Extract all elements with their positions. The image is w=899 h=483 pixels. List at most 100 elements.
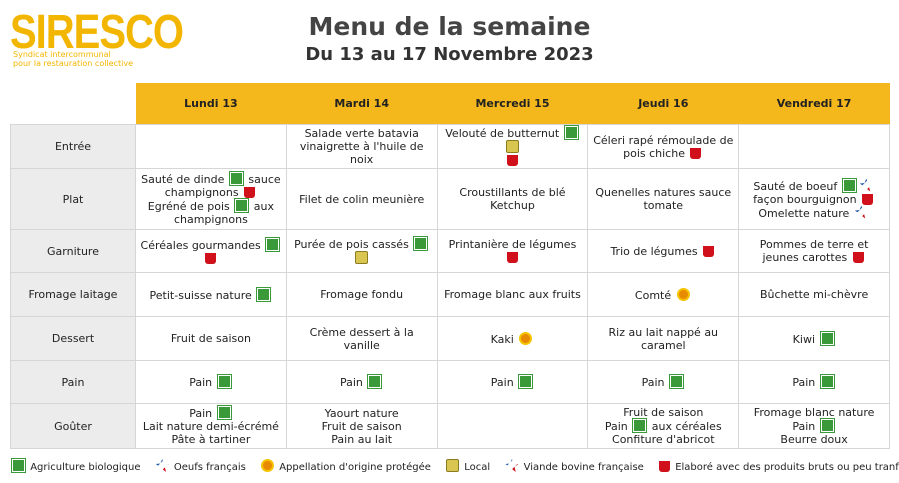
- bio-icon: [367, 374, 383, 389]
- dish: Quenelles natures sauce tomate: [595, 186, 732, 212]
- legend-label: Appellation d'origine protégée: [279, 462, 431, 473]
- local-icon: [446, 459, 460, 472]
- table-cell: Kaki: [436, 316, 589, 361]
- bio-icon: [819, 418, 835, 433]
- menu-table: Lundi 13 Mardi 14 Mercredi 15 Jeudi 16 V…: [10, 83, 890, 449]
- dish: Pain: [792, 420, 816, 433]
- table-cell: Crème dessert à la vanille: [285, 316, 438, 361]
- local-icon: [505, 140, 519, 153]
- beef-icon: [859, 178, 873, 192]
- dish: Sauté de boeuf: [753, 179, 838, 193]
- dish: Omelette nature: [758, 206, 850, 220]
- logo-subtitle: Syndicat intercommunal: [13, 50, 111, 59]
- dish: Céleri rapé rémoulade de pois chiche: [593, 133, 734, 160]
- legend-label: Oeufs français: [173, 462, 246, 473]
- row-label: Garniture: [10, 229, 136, 273]
- day: Lundi 13: [135, 83, 287, 125]
- bio-icon: [228, 171, 244, 186]
- dish: Crème dessert à la vanille: [309, 325, 414, 352]
- table-cell: Fromage blanc nature Pain Beurre doux: [738, 403, 890, 449]
- dish: Céréales gourmandes: [140, 238, 261, 252]
- table-cell: [135, 124, 287, 169]
- dish: Petit-suisse nature: [149, 288, 252, 302]
- table-row: Goûter Pain Lait nature demi-écrémé Pâte …: [10, 403, 890, 449]
- dish: Pâte à tartiner: [171, 433, 251, 446]
- table-cell: Croustillants de blé Ketchup: [436, 168, 589, 230]
- aop-icon: [261, 459, 275, 472]
- table-cell: Bûchette mi-chèvre: [738, 272, 890, 317]
- day: Mercredi 15: [437, 83, 588, 125]
- dish: Pain: [339, 376, 363, 389]
- dish: Kiwi: [792, 332, 815, 346]
- legend-label: Viande bovine française: [523, 462, 644, 473]
- homemade-icon: [506, 155, 518, 166]
- table-cell: [436, 403, 589, 449]
- dish: Pain: [490, 376, 514, 389]
- table-cell: Pain: [436, 360, 589, 404]
- table-cell: Fruit de saison Pain aux céréales Confitur…: [587, 403, 740, 449]
- table-row: Garniture Céréales gourmandes Purée de p…: [10, 229, 890, 273]
- dish: Kaki: [490, 332, 514, 346]
- table-cell: Filet de colin meunière: [285, 168, 438, 230]
- legend-label: Elaboré avec des produits bruts ou peu t…: [675, 462, 899, 473]
- dish: aux champignons: [173, 200, 274, 226]
- table-cell: Céréales gourmandes: [135, 229, 287, 273]
- aop-icon: [676, 287, 690, 301]
- homemade-icon: [506, 252, 518, 263]
- bio-icon: [11, 458, 26, 473]
- table-cell: Pain: [285, 360, 438, 404]
- dish: Pain: [189, 407, 213, 420]
- bio-icon: [256, 286, 272, 302]
- table-cell: Fruit de saison: [135, 316, 287, 361]
- bio-icon: [518, 374, 534, 389]
- table-cell: Sauté de dinde sauce champignons Egréné …: [135, 168, 287, 230]
- table-cell: Pain Lait nature demi-écrémé Pâte à tarti…: [135, 403, 287, 449]
- dish: Pommes de terre et jeunes carottes: [759, 238, 869, 264]
- row-label: Plat: [10, 168, 136, 230]
- table-cell: Pommes de terre et jeunes carottes: [738, 229, 890, 273]
- bio-icon: [669, 374, 684, 389]
- dish: Salade verte batavia vinaigrette à l'hui…: [299, 127, 424, 166]
- bio-icon: [819, 374, 835, 389]
- bio-icon: [216, 374, 232, 389]
- table-row: Dessert Fruit de saison Crème dessert à …: [10, 316, 890, 361]
- table-cell: Fromage fondu: [285, 272, 438, 317]
- dish: façon bourguignon: [753, 192, 857, 206]
- eggs-icon: [854, 205, 868, 219]
- table-cell: Purée de pois cassés: [285, 229, 438, 273]
- dish: Comté: [634, 288, 672, 302]
- legend: Agriculture biologique Oeufs français Ap…: [10, 458, 899, 473]
- dish: Purée de pois cassés: [294, 238, 409, 251]
- table-cell: Fromage blanc aux fruits: [436, 272, 589, 317]
- dish: Confiture d'abricot: [612, 433, 715, 446]
- table-cell: Pain: [738, 360, 890, 404]
- bio-icon: [234, 198, 250, 213]
- table-cell: Salade verte batavia vinaigrette à l'hui…: [285, 124, 438, 169]
- row-label: Pain: [10, 360, 136, 404]
- homemade-icon: [862, 193, 874, 205]
- table-cell: Velouté de butternut: [436, 124, 589, 169]
- row-label: Fromage laitage: [10, 272, 136, 317]
- table-cell: [738, 124, 890, 169]
- dish: Sauté de dinde: [141, 173, 225, 186]
- dish: Printanière de légumes: [448, 238, 577, 251]
- dish: Fruit de saison: [170, 332, 251, 345]
- table-row: Plat Sauté de dinde sauce champignons Eg…: [10, 168, 890, 230]
- homemade-icon: [703, 245, 715, 257]
- day: Vendredi 17: [738, 83, 890, 125]
- dish: Fruit de saison: [321, 419, 402, 433]
- bio-icon: [265, 236, 281, 252]
- homemade-icon: [205, 252, 217, 264]
- homemade-icon: [852, 252, 864, 263]
- dish: Yaourt nature: [324, 406, 399, 420]
- dish: Velouté de butternut: [445, 127, 560, 140]
- dish: Pain: [604, 420, 628, 433]
- homemade-icon: [690, 147, 702, 159]
- bio-icon: [819, 330, 835, 346]
- eggs-icon: [155, 459, 169, 472]
- dish: Pain: [189, 376, 213, 389]
- table-cell: Comté: [587, 272, 740, 317]
- legend-label: Agriculture biologique: [30, 462, 141, 473]
- dish: Egréné de pois: [147, 200, 230, 213]
